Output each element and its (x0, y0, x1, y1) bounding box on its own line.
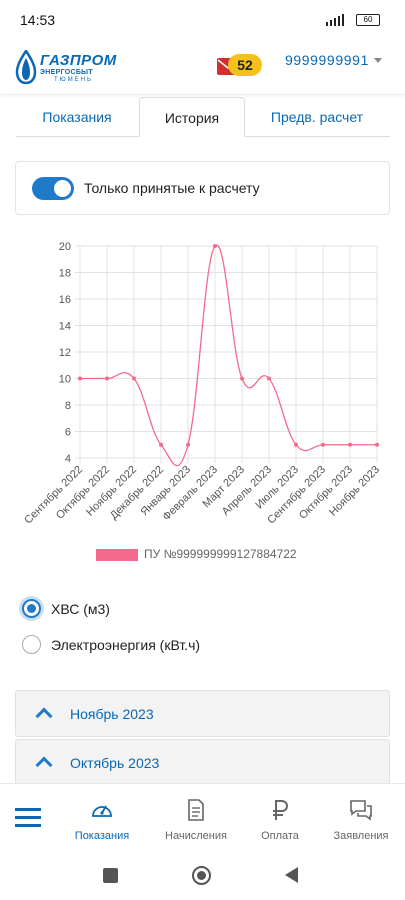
battery-icon: 60 (356, 14, 380, 26)
nav-charges[interactable]: Начисления (156, 794, 236, 846)
tab-history[interactable]: История (139, 97, 245, 137)
tab-readings[interactable]: Показания (42, 109, 112, 125)
nav-payment[interactable]: Оплата (240, 794, 320, 846)
data-point (375, 442, 379, 447)
nav-charges-label: Начисления (165, 830, 227, 842)
data-point (294, 442, 298, 447)
tab-bar: Показания История Предв. расчет (16, 97, 390, 137)
nav-readings[interactable]: Показания (62, 794, 142, 846)
signal-icon (326, 14, 344, 26)
data-point (132, 376, 136, 381)
logo-subtitle: ЭНЕРГОСБЫТ (40, 69, 93, 76)
tab-preliminary-calc[interactable]: Предв. расчет (270, 109, 364, 125)
data-point (159, 442, 163, 447)
nav-readings-label: Показания (74, 830, 130, 842)
account-selector[interactable]: 9999999991 (285, 52, 369, 68)
company-logo[interactable]: ГАЗПРОМ ЭНЕРГОСБЫТ ТЮМЕНЬ (14, 48, 124, 86)
y-tick-label: 8 (65, 400, 71, 412)
data-point (186, 442, 190, 447)
flame-logo-icon (15, 50, 37, 84)
readings-chart: 4 6 8 10 12 14 16 18 20 Сентябрь 2022 Октябрь 2022… (0, 230, 405, 575)
data-point (105, 376, 109, 381)
data-point (240, 376, 244, 381)
y-tick-label: 6 (65, 427, 71, 439)
document-icon (188, 799, 204, 821)
caret-down-icon[interactable] (374, 58, 382, 63)
gauge-icon (92, 805, 112, 817)
chevron-up-icon (35, 707, 53, 725)
y-tick-label: 20 (59, 241, 71, 253)
y-tick-label: 18 (59, 268, 71, 280)
series-line (80, 244, 377, 467)
data-point (267, 376, 271, 381)
home-icon[interactable] (192, 866, 211, 885)
y-tick-label: 14 (59, 321, 71, 333)
y-tick-label: 10 (59, 374, 71, 386)
y-tick-label: 12 (59, 347, 71, 359)
radio-electricity-label: Электроэнергия (кВт.ч) (51, 637, 201, 653)
history-group-nov-2023[interactable]: Ноябрь 2023 (15, 690, 390, 737)
nav-applications-label: Заявления (333, 830, 389, 842)
y-tick-label: 4 (65, 453, 71, 465)
radio-checked-icon[interactable] (22, 599, 41, 618)
history-group-label: Октябрь 2023 (70, 755, 160, 771)
data-point (321, 442, 325, 447)
recents-icon[interactable] (103, 868, 118, 883)
chat-bubbles-icon (350, 800, 372, 821)
logo-brand: ГАЗПРОМ (40, 52, 117, 69)
accepted-only-toggle[interactable] (32, 177, 74, 200)
radio-electricity[interactable]: Электроэнергия (кВт.ч) (22, 634, 252, 656)
radio-cold-water[interactable]: ХВС (м3) (22, 598, 172, 620)
y-tick-label: 16 (59, 294, 71, 306)
ruble-icon (273, 800, 288, 820)
menu-icon[interactable] (15, 808, 41, 828)
status-time: 14:53 (20, 12, 56, 28)
system-navigation (0, 853, 405, 900)
bottom-navigation: Показания Начисления Оплата Заявления (0, 783, 405, 853)
accepted-only-filter: Только принятые к расчету (15, 161, 390, 215)
notifications-badge: 52 (228, 54, 262, 76)
history-group-label: Ноябрь 2023 (70, 706, 154, 722)
radio-cold-water-label: ХВС (м3) (51, 601, 110, 617)
toggle-knob (54, 180, 71, 197)
data-point (213, 244, 217, 248)
status-bar: 14:53 60 (0, 0, 405, 40)
nav-payment-label: Оплата (261, 830, 299, 842)
app-header: ГАЗПРОМ ЭНЕРГОСБЫТ ТЮМЕНЬ 52 9999999991 (0, 40, 405, 95)
accepted-only-label: Только принятые к расчету (84, 180, 260, 196)
nav-applications[interactable]: Заявления (321, 794, 401, 846)
data-point (348, 442, 352, 447)
legend-label: ПУ №999999999127884722 (144, 547, 297, 561)
back-icon[interactable] (285, 867, 298, 883)
history-group-oct-2023[interactable]: Октябрь 2023 (15, 739, 390, 786)
data-point (78, 376, 82, 381)
logo-city: ТЮМЕНЬ (54, 77, 93, 83)
radio-unchecked-icon[interactable] (22, 635, 41, 654)
notifications-button[interactable]: 52 (216, 52, 266, 82)
legend-swatch (96, 549, 138, 561)
chevron-up-icon (35, 756, 53, 774)
